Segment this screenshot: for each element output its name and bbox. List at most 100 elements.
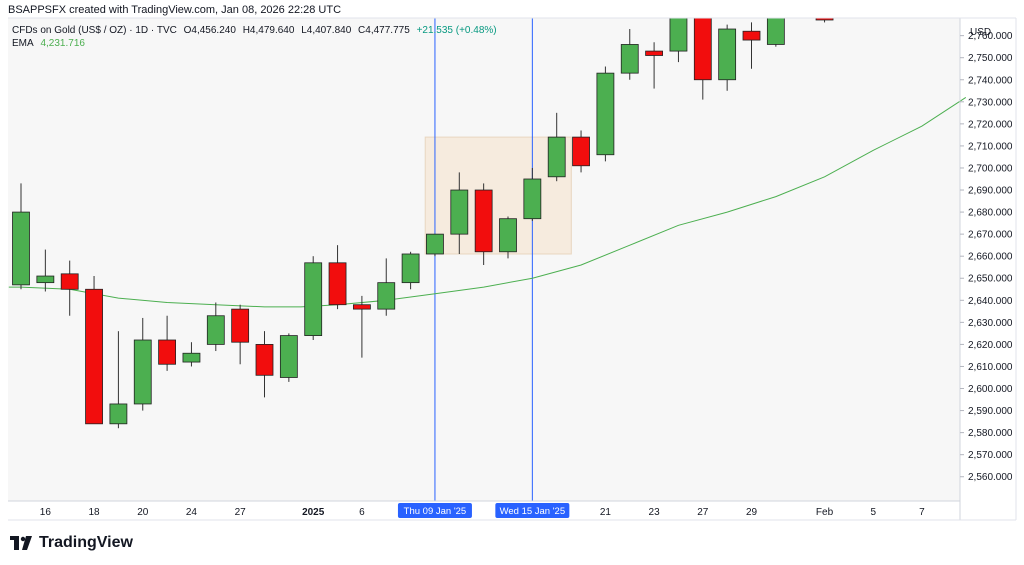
candle[interactable] — [109, 331, 128, 429]
ema-layer — [8, 96, 967, 308]
candle-body-up — [450, 189, 469, 235]
candle[interactable] — [523, 167, 542, 221]
candle-body-up — [36, 275, 55, 284]
x-tick-label: 29 — [746, 507, 758, 518]
tradingview-logo-text: TradingView — [39, 534, 133, 551]
candle-body-up — [523, 178, 542, 220]
candle[interactable] — [255, 331, 274, 398]
tradingview-logo[interactable]: TradingView — [10, 534, 133, 552]
candle[interactable] — [60, 260, 79, 316]
y-tick-label: 2,630.000 — [968, 318, 1013, 329]
candle[interactable] — [669, 17, 688, 63]
y-tick-label: 2,610.000 — [968, 362, 1013, 373]
candle[interactable] — [12, 183, 30, 290]
candle-body-up — [718, 28, 737, 81]
highlight-range-box[interactable] — [424, 136, 572, 255]
candle[interactable] — [596, 66, 615, 162]
ema-line[interactable] — [8, 96, 967, 308]
date-marker-label: Wed 15 Jan '25 — [500, 506, 566, 517]
candle[interactable] — [328, 245, 347, 310]
y-tick-label: 2,750.000 — [968, 53, 1013, 64]
x-tick-label: 18 — [88, 507, 100, 518]
symbol-name: CFDs on Gold (US$ / OZ) · 1D · TVC — [12, 25, 177, 36]
candle[interactable] — [693, 17, 712, 100]
candle[interactable] — [401, 251, 420, 290]
candle[interactable] — [645, 42, 663, 89]
candle[interactable] — [450, 172, 469, 254]
candle-body-down — [158, 339, 177, 365]
x-tick-label: 5 — [870, 507, 876, 518]
candle[interactable] — [474, 183, 493, 266]
ohlc-low: L4,407.840 — [301, 25, 352, 36]
x-tick-label: 20 — [137, 507, 149, 518]
y-tick-label: 2,570.000 — [968, 450, 1013, 461]
candle-body-up — [109, 403, 128, 425]
candle[interactable] — [499, 216, 517, 259]
candle-body-down — [645, 50, 663, 56]
candle-body-down — [572, 136, 590, 167]
candle[interactable] — [304, 256, 323, 340]
candle-body-up — [279, 335, 298, 378]
candle[interactable] — [718, 24, 737, 91]
x-tick-label: Feb — [816, 507, 834, 518]
x-tick-label: 16 — [40, 507, 52, 518]
x-tick-label: 21 — [600, 507, 612, 518]
x-tick-label: 24 — [186, 507, 198, 518]
y-tick-label: 2,660.000 — [968, 252, 1013, 263]
x-axis-highlight-labels: Thu 09 Jan '25 Wed 15 Jan '25 — [397, 503, 570, 518]
currency-label: USD — [970, 27, 991, 38]
x-tick-label: 27 — [697, 507, 709, 518]
candle[interactable] — [766, 17, 785, 47]
candle-body-down — [742, 30, 761, 41]
axes-layer: USD — [8, 17, 1017, 521]
candle[interactable] — [426, 233, 444, 257]
candle-body-down — [693, 17, 712, 81]
candle-body-down — [474, 189, 493, 253]
y-tick-label: 2,710.000 — [968, 141, 1013, 152]
candle[interactable] — [742, 22, 761, 69]
candle-body-up — [620, 44, 639, 74]
x-tick-label: 6 — [359, 507, 365, 518]
candle-body-up — [596, 72, 615, 156]
candle[interactable] — [158, 315, 177, 371]
candle[interactable] — [133, 317, 152, 411]
y-tick-label: 2,580.000 — [968, 428, 1013, 439]
candle[interactable] — [36, 249, 55, 292]
candle-body-up — [669, 17, 688, 52]
candle-body-up — [426, 233, 444, 255]
x-tick-label: 2025 — [302, 507, 325, 518]
candle[interactable] — [231, 304, 250, 365]
candle[interactable] — [279, 333, 298, 382]
x-tick-label: 27 — [235, 507, 247, 518]
candle-body-down — [255, 344, 274, 376]
candle[interactable] — [572, 130, 590, 173]
candle-body-down — [231, 308, 250, 343]
candle[interactable] — [182, 342, 201, 367]
candle-body-up — [766, 17, 785, 45]
y-tick-label: 2,720.000 — [968, 119, 1013, 130]
y-tick-label: 2,590.000 — [968, 406, 1013, 417]
y-tick-label: 2,560.000 — [968, 472, 1013, 483]
candle-body-down — [328, 262, 347, 306]
candle[interactable] — [620, 29, 639, 80]
y-tick-label: 2,760.000 — [968, 31, 1013, 42]
candle[interactable] — [85, 276, 103, 425]
candle[interactable] — [352, 295, 371, 358]
y-tick-label: 2,620.000 — [968, 340, 1013, 351]
date-marker-tag — [495, 503, 570, 518]
ohlc-change: +21.535 (+0.48%) — [416, 25, 497, 36]
candle-body-down — [85, 288, 103, 425]
date-marker-tag — [397, 503, 472, 518]
date-marker-label: Thu 09 Jan '25 — [404, 506, 467, 517]
highlight-vlines — [434, 18, 533, 501]
candle[interactable] — [547, 112, 566, 182]
candle-body-up — [206, 315, 225, 345]
x-tick-label: 7 — [919, 507, 925, 518]
y-tick-label: 2,700.000 — [968, 163, 1013, 174]
candle[interactable] — [206, 302, 225, 352]
candle[interactable] — [377, 258, 396, 316]
y-tick-label: 2,740.000 — [968, 75, 1013, 86]
x-axis-ticks: 16 18 20 24 27 2025 6 21 23 27 29 Feb 5 7 — [40, 507, 925, 518]
y-tick-label: 2,600.000 — [968, 384, 1013, 395]
